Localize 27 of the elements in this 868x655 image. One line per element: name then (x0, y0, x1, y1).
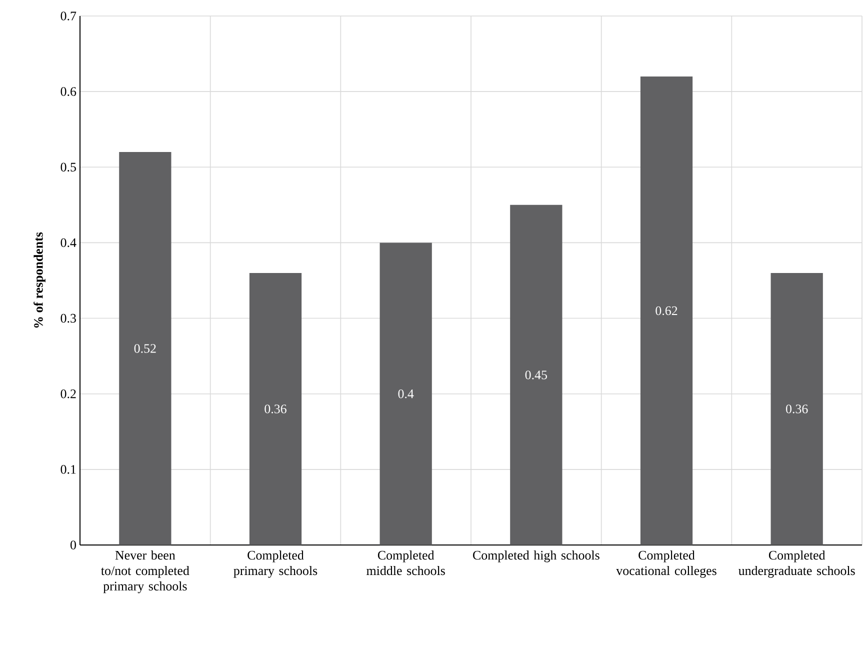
data-label: 0.52 (134, 344, 156, 353)
bar (380, 242, 432, 545)
data-label: 0.36 (264, 404, 286, 414)
x-tick-label: Never been to/not completed primary schools (101, 550, 190, 594)
y-axis-title: % of respondents (34, 232, 46, 328)
data-label: 0.62 (656, 306, 678, 316)
x-tick-label: Completed primary schools (234, 550, 318, 578)
x-tick-label: Completed middle schools (366, 550, 445, 576)
y-tick-label: 0 (70, 540, 76, 550)
data-label: 0.36 (786, 404, 808, 414)
data-label: 0.4 (398, 389, 414, 398)
bar (119, 152, 172, 545)
bar (770, 272, 823, 545)
x-tick-label: Completed vocational colleges (616, 550, 716, 578)
y-tick-label: 0.7 (60, 12, 76, 20)
bar (640, 76, 693, 545)
x-tick-label: Completed high schools (473, 550, 600, 562)
bar (249, 272, 302, 545)
y-tick-label: 0.2 (60, 389, 76, 398)
y-tick-label: 0.3 (60, 314, 76, 323)
y-tick-label: 0.1 (60, 465, 76, 474)
x-tick-label: Completed undergraduate schools (738, 550, 855, 578)
y-tick-label: 0.6 (60, 87, 76, 96)
y-tick-label: 0.5 (60, 162, 76, 172)
data-label: 0.45 (525, 370, 547, 380)
bar (510, 204, 562, 545)
y-tick-label: 0.4 (60, 238, 76, 248)
